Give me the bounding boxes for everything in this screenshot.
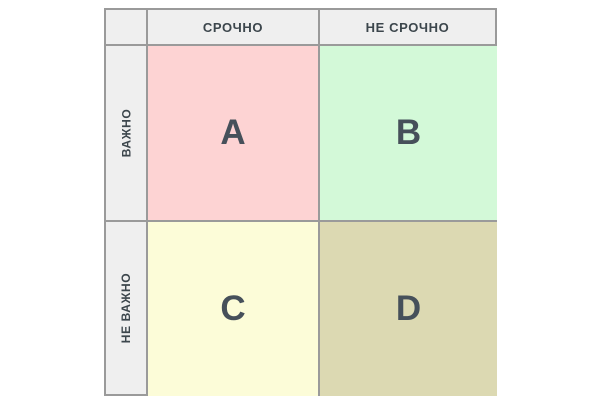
quadrant-d-letter: D [395,289,422,328]
quadrant-a-letter: A [220,113,246,152]
row-header-important: ВАЖНО [104,44,146,220]
quadrant-a: A [146,44,318,220]
row-header-not-important: НЕ ВАЖНО [104,220,146,396]
column-header-urgent: СРОЧНО [146,8,318,44]
column-header-not-urgent: НЕ СРОЧНО [318,8,497,44]
column-header-urgent-label: СРОЧНО [202,19,264,35]
corner-cell [104,8,146,44]
eisenhower-matrix: СРОЧНО НЕ СРОЧНО ВАЖНО A B НЕ ВАЖНО C D [104,8,497,396]
quadrant-d: D [318,220,497,396]
row-header-not-important-label: НЕ ВАЖНО [119,272,134,344]
quadrant-b-letter: B [395,113,422,152]
quadrant-b: B [318,44,497,220]
row-header-important-label: ВАЖНО [119,108,133,158]
column-header-not-urgent-label: НЕ СРОЧНО [365,19,450,35]
quadrant-c-letter: C [220,289,246,328]
quadrant-c: C [146,220,318,396]
